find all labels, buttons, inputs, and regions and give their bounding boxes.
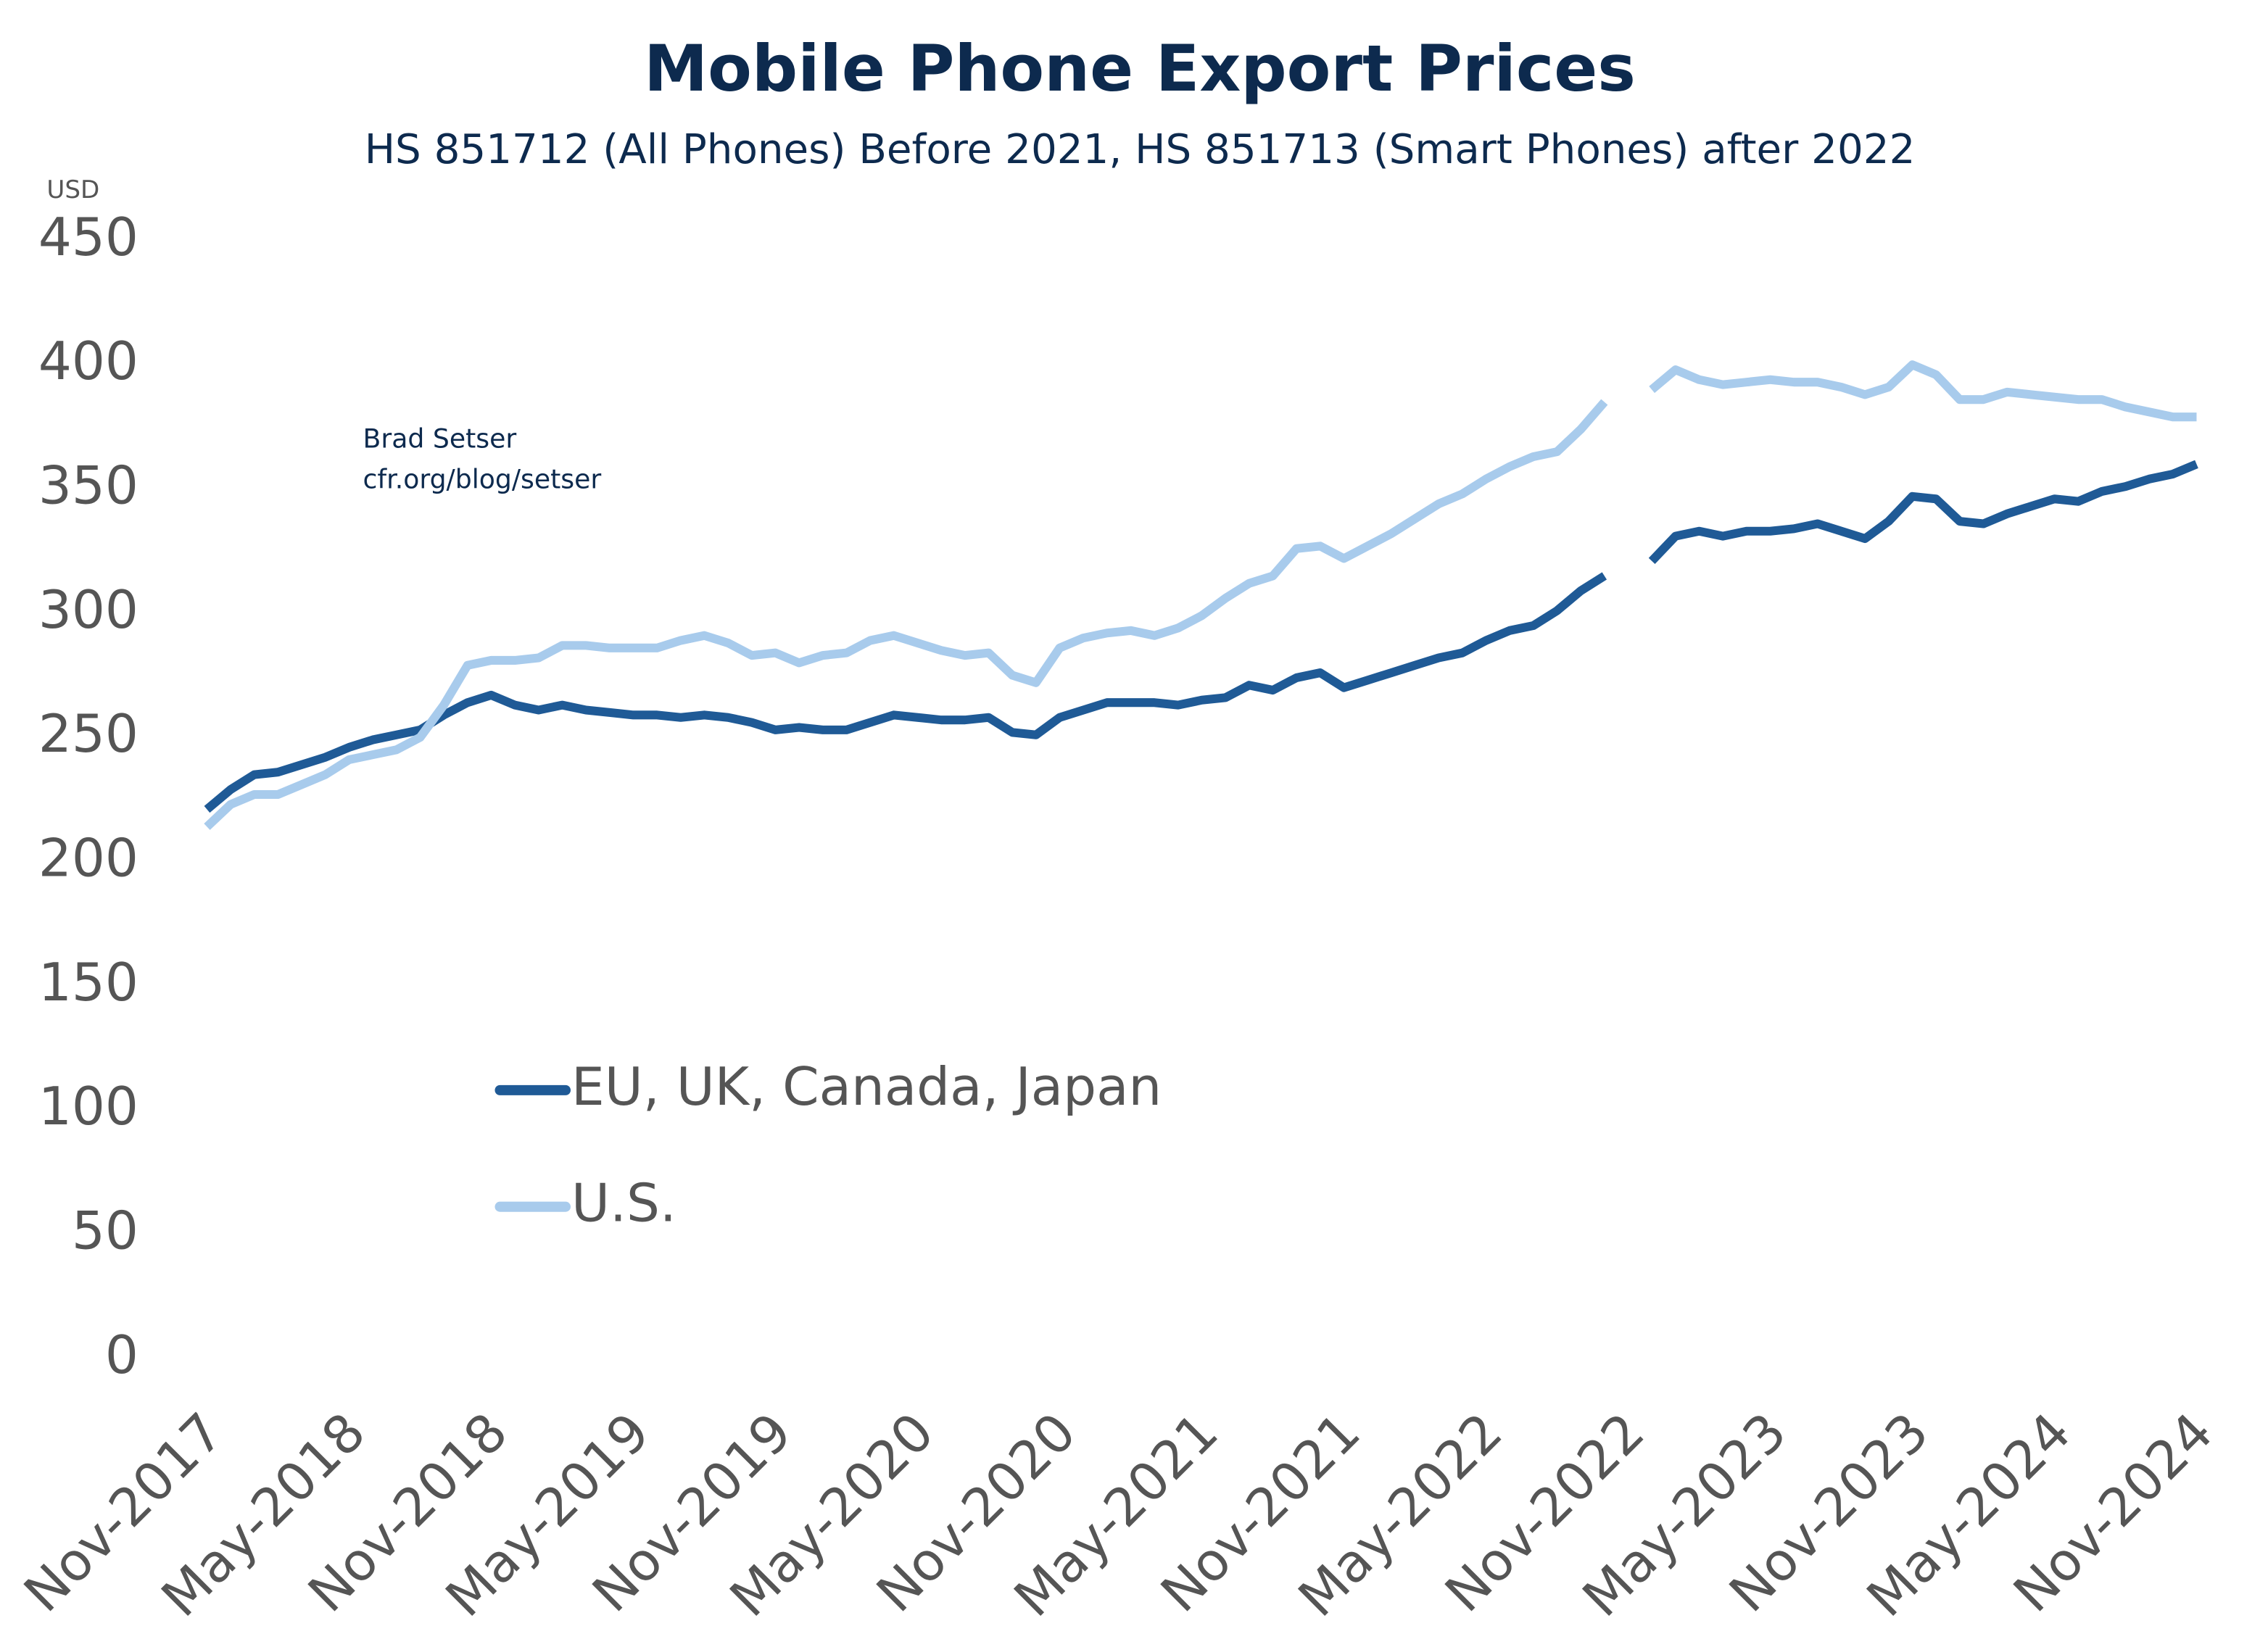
legend-label: EU, UK, Canada, Japan [571,1057,1162,1118]
legend-label: U.S. [571,1174,676,1235]
annotation: Brad Setser [363,423,517,454]
annotation: cfr.org/blog/setser [363,464,602,495]
y-tick-label: 250 [38,704,138,765]
y-tick-label: 350 [38,456,138,517]
y-tick-label: 450 [38,207,138,268]
y-tick-label: 400 [38,331,138,392]
chart-subtitle: HS 851712 (All Phones) Before 2021, HS 8… [365,126,1916,173]
y-tick-label: 300 [38,580,138,641]
y-tick-label: 0 [105,1325,138,1386]
y-tick-label: 200 [38,829,138,889]
line-series [204,360,2197,830]
y-axis-label: USD [46,175,99,204]
y-tick-label: 50 [72,1200,138,1261]
y-tick-label: 150 [38,953,138,1013]
line-series [204,460,2198,813]
chart-title: Mobile Phone Export Prices [644,31,1636,106]
y-tick-label: 100 [38,1076,138,1137]
